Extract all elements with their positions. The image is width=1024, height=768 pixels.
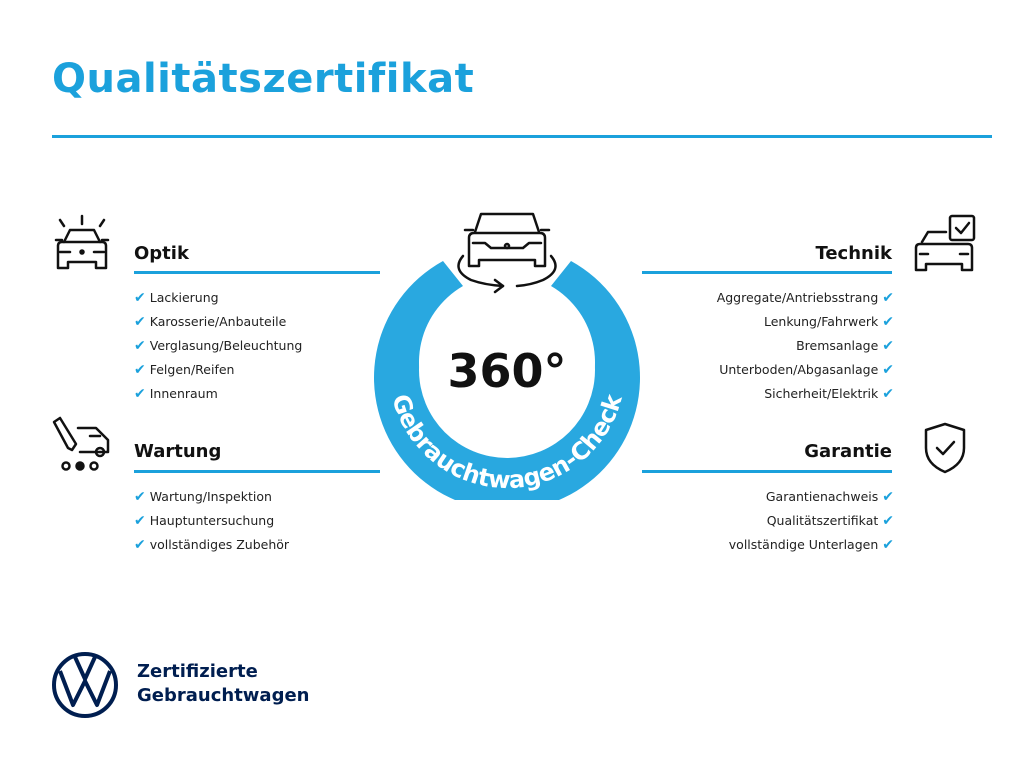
list-item: Lenkung/Fahrwerk ✔ [650,310,894,334]
check-icon: ✔ [882,386,894,402]
vw-logo [52,652,118,718]
garantie-list: Garantienachweis ✔ Qualitätszertifikat ✔ v… [650,485,894,557]
list-item: ✔ vollständiges Zubehör [134,533,289,557]
title-divider [52,135,992,138]
ring-text-letter: g [520,462,543,493]
list-item: ✔ Hauptuntersuchung [134,509,289,533]
section-title-garantie: Garantie [804,441,892,462]
list-item: Garantienachweis ✔ [650,485,894,509]
shield-check-icon [924,422,966,474]
car-lights-icon [54,214,110,270]
badge-center [419,282,595,458]
list-item: Bremsanlage ✔ [650,334,894,358]
check-icon: ✔ [134,362,146,378]
item-label: Aggregate/Antriebsstrang [716,290,879,305]
item-label: Lackierung [149,290,219,305]
page-title: Qualitätszertifikat [52,56,475,102]
item-label: Bremsanlage [796,338,879,353]
check-icon: ✔ [882,537,894,553]
section-divider [642,470,892,473]
check-icon: ✔ [882,513,894,529]
item-label: vollständige Unterlagen [728,537,879,552]
list-item: ✔ Verglasung/Beleuchtung [134,334,302,358]
list-item: ✔ Karosserie/Anbauteile [134,310,302,334]
check-icon: ✔ [882,489,894,505]
check-icon: ✔ [134,290,146,306]
check-icon: ✔ [882,362,894,378]
check-icon: ✔ [882,290,894,306]
list-item: Unterboden/Abgasanlage ✔ [650,358,894,382]
list-item: Sicherheit/Elektrik ✔ [650,382,894,406]
section-title-optik: Optik [134,243,189,264]
badge-ring [374,261,640,500]
optik-list: ✔ Lackierung ✔ Karosserie/Anbauteile ✔ Verg… [134,286,302,406]
item-label: Hauptuntersuchung [149,513,275,528]
item-label: Felgen/Reifen [149,362,235,377]
section-divider [642,271,892,274]
brand-text: Zertifizierte Gebrauchtwagen [137,660,309,708]
item-label: Qualitätszertifikat [766,513,879,528]
car-rotate-icon [457,212,557,294]
check-icon: ✔ [882,314,894,330]
check-icon: ✔ [134,489,146,505]
list-item: ✔ Felgen/Reifen [134,358,302,382]
item-label: Innenraum [149,386,218,401]
list-item: vollständige Unterlagen ✔ [650,533,894,557]
section-divider [134,271,380,274]
check-icon: ✔ [134,314,146,330]
item-label: Sicherheit/Elektrik [764,386,879,401]
brand-line-1: Zertifizierte [137,661,258,682]
badge-value: 360° [447,344,566,398]
list-item: Qualitätszertifikat ✔ [650,509,894,533]
item-label: Verglasung/Beleuchtung [149,338,303,353]
service-tools-icon [52,416,110,471]
check-icon: ✔ [134,338,146,354]
list-item: ✔ Wartung/Inspektion [134,485,289,509]
section-title-technik: Technik [815,243,892,264]
check-icon: ✔ [882,338,894,354]
item-label: Wartung/Inspektion [149,489,272,504]
ring-text-letter: t [476,463,493,493]
wartung-list: ✔ Wartung/Inspektion ✔ Hauptuntersuchung ✔… [134,485,289,557]
check-icon: ✔ [134,537,146,553]
check-icon: ✔ [134,386,146,402]
car-checklist-icon [914,214,976,272]
ring-text-letter: a [508,465,527,494]
item-label: Garantienachweis [765,489,879,504]
brand-line-2: Gebrauchtwagen [137,685,310,706]
section-title-wartung: Wartung [134,441,222,462]
item-label: Karosserie/Anbauteile [149,314,287,329]
technik-list: Aggregate/Antriebsstrang ✔ Lenkung/Fahrwe… [650,286,894,406]
list-item: ✔ Innenraum [134,382,302,406]
list-item: Aggregate/Antriebsstrang ✔ [650,286,894,310]
check-icon: ✔ [134,513,146,529]
item-label: Unterboden/Abgasanlage [719,362,879,377]
section-divider [134,470,380,473]
list-item: ✔ Lackierung [134,286,302,310]
item-label: vollständiges Zubehör [149,537,290,552]
item-label: Lenkung/Fahrwerk [764,314,879,329]
ring-text-letter: w [487,465,511,494]
